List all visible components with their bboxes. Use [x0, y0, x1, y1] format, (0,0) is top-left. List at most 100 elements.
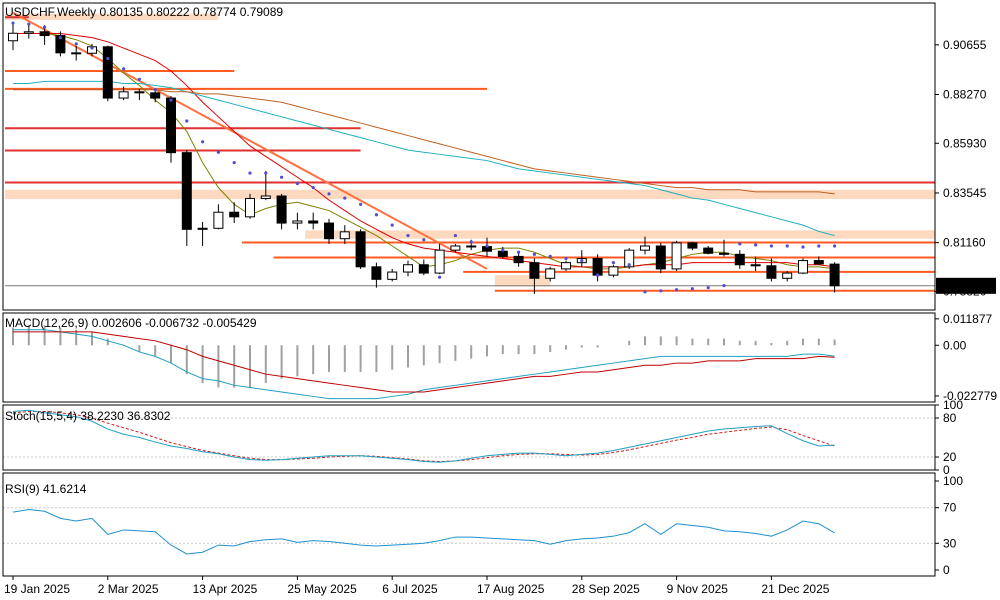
sar-dot — [754, 243, 758, 247]
candle-body — [134, 91, 145, 94]
symbol: USDCHF — [5, 5, 55, 19]
candle-body — [766, 265, 777, 279]
macd-tick-label: -0.022779 — [943, 389, 997, 403]
sar-dot — [327, 192, 331, 196]
sar-dot — [264, 171, 268, 175]
zone — [494, 275, 551, 287]
time-tick-label: 19 Jan 2025 — [4, 582, 70, 596]
zone — [305, 230, 935, 239]
sar-dot — [185, 119, 189, 123]
candle-body — [118, 91, 129, 99]
time-tick-label: 25 May 2025 — [287, 582, 357, 596]
parabolic-sar — [11, 21, 837, 294]
time-tick-label: 9 Nov 2025 — [667, 582, 729, 596]
zone — [5, 189, 935, 200]
price-tick-label: 0.85930 — [943, 136, 987, 150]
candle-body — [687, 242, 698, 249]
candle-body — [813, 260, 824, 265]
ma-line — [13, 80, 835, 237]
candle-body — [229, 211, 240, 218]
candle-body — [8, 32, 18, 42]
macd-label: MACD(12,26,9) 0.002606 -0.006732 -0.0054… — [5, 316, 257, 330]
candle-body — [466, 245, 477, 248]
candle-body — [671, 242, 682, 270]
ma-line — [13, 89, 835, 195]
ohlc-close: 0.79089 — [240, 5, 284, 19]
sar-dot — [611, 261, 616, 265]
candle-body — [150, 92, 161, 99]
sar-dot — [675, 288, 679, 292]
sar-dot — [295, 181, 299, 186]
candle-body — [324, 222, 334, 240]
candle-body — [624, 249, 635, 268]
candle-body — [608, 266, 619, 276]
sar-dot — [43, 25, 47, 29]
sar-dot — [106, 56, 110, 61]
sar-dot — [769, 244, 774, 248]
sar-dot — [232, 161, 236, 165]
candle-body — [308, 220, 319, 224]
candle-body — [292, 220, 303, 224]
sar-dot — [801, 245, 805, 249]
ohlc-open: 0.80135 — [99, 5, 143, 19]
candle-body — [102, 46, 113, 99]
candle-body — [561, 262, 571, 270]
sar-dot — [343, 196, 347, 200]
sar-dot — [58, 36, 63, 40]
sar-dot — [501, 248, 505, 252]
candle-body — [418, 264, 429, 274]
ohlc-low: 0.78774 — [193, 5, 237, 19]
candle-body — [403, 264, 413, 273]
rsi-label: RSI(9) 41.6214 — [5, 482, 87, 496]
rsi-tick-label: 70 — [943, 501, 957, 515]
sar-dot — [596, 273, 600, 277]
chart-header: USDCHF,Weekly 0.80135 0.80222 0.78774 0.… — [5, 5, 283, 19]
price-zones — [5, 13, 935, 287]
sar-dot — [248, 171, 252, 175]
sar-dot — [311, 186, 315, 190]
last-price-box — [936, 277, 996, 294]
sar-dot — [11, 21, 15, 25]
panel-frame-rsi — [2, 472, 936, 577]
candle-body — [655, 245, 666, 270]
rsi-tick-label: 30 — [943, 536, 957, 550]
time-tick-label: 28 Sep 2025 — [572, 582, 640, 596]
price-tick-label: 0.88270 — [943, 88, 987, 102]
candle-body — [719, 252, 729, 255]
stoch-tick-label: 0 — [943, 463, 950, 477]
time-tick-label: 6 Jul 2025 — [382, 582, 438, 596]
zone — [5, 13, 219, 20]
sar-dot — [280, 175, 284, 179]
sar-dot — [422, 238, 426, 242]
sar-dot — [359, 202, 363, 206]
ohlc-high: 0.80222 — [146, 5, 190, 19]
candle-body — [829, 263, 840, 287]
sar-dot — [485, 244, 489, 248]
sar-dot — [722, 283, 726, 288]
candle-body — [545, 268, 556, 279]
candle-body — [39, 31, 50, 37]
sar-dot — [738, 242, 742, 246]
candle-body — [71, 52, 82, 55]
macd-main-line — [13, 329, 835, 400]
stoch-label: Stoch(15,5,4) 38.2230 36.8302 — [5, 409, 171, 423]
rsi-panel — [3, 507, 935, 555]
candle-body — [513, 255, 524, 264]
candle-body — [166, 97, 176, 154]
ma-line — [13, 32, 835, 268]
time-tick-label: 13 Apr 2025 — [193, 582, 258, 596]
sar-dot — [517, 250, 521, 254]
candle-body — [276, 195, 287, 224]
macd-tick-label: 0.011877 — [943, 312, 992, 326]
candle-body — [782, 272, 793, 279]
macd-tick-label: 0.00 — [943, 338, 967, 352]
candle-body — [450, 245, 461, 251]
trendline — [12, 11, 488, 270]
macd-signal-line — [13, 331, 835, 393]
sar-dot — [643, 290, 647, 294]
panel-frame-stoch — [2, 404, 936, 471]
time-tick-label: 21 Dec 2025 — [761, 582, 829, 596]
stoch-signal-line — [12, 411, 835, 463]
sar-dot — [169, 98, 173, 102]
